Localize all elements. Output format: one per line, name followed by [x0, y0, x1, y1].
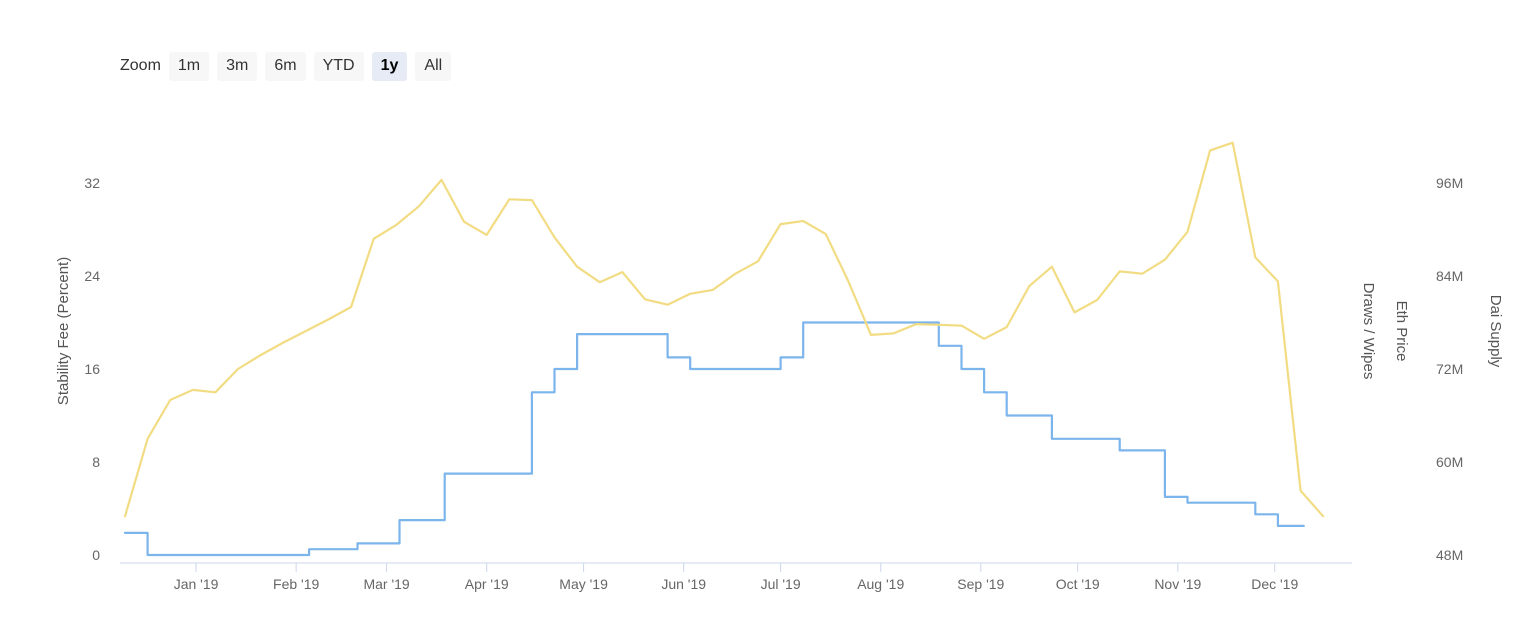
x-tick-label: Jan '19	[174, 576, 219, 592]
x-axis: Jan '19 Feb '19 Mar '19 Apr '19 May '19 Jun '…	[120, 562, 1352, 592]
y-left-tick-label: 24	[84, 268, 100, 284]
x-tick-label: Oct '19	[1056, 576, 1100, 592]
zoom-button-all[interactable]: All	[415, 51, 452, 81]
y-right-tick-label: 48M	[1436, 547, 1463, 563]
x-tick-label: Jul '19	[761, 576, 801, 592]
y-right-tick-label: 84M	[1436, 268, 1463, 284]
y-axis-right-title-draws-wipes: Draws / Wipes	[1360, 283, 1377, 380]
x-tick-label: Aug '19	[857, 576, 904, 592]
zoom-button-1m[interactable]: 1m	[168, 51, 210, 81]
plot-area	[123, 141, 1325, 557]
zoom-bar: Zoom 1m 3m 6m YTD 1y All	[120, 51, 452, 81]
zoom-button-6m[interactable]: 6m	[265, 51, 306, 81]
x-tick-label: Sep '19	[957, 576, 1004, 592]
y-right-tick-label: 72M	[1436, 361, 1463, 377]
x-tick-label: Nov '19	[1154, 576, 1201, 592]
y-left-tick-label: 8	[92, 454, 100, 470]
y-axis-left-title: Stability Fee (Percent)	[55, 257, 72, 405]
series-line-dai-supply	[123, 141, 1325, 518]
x-tick-label: Jun '19	[661, 576, 706, 592]
x-tick-label: Apr '19	[465, 576, 509, 592]
zoom-button-3m[interactable]: 3m	[217, 51, 258, 81]
y-axis-left: 0 8 16 24 32	[84, 175, 100, 563]
y-axis-right: 48M 60M 72M 84M 96M	[1436, 175, 1463, 563]
y-axis-right-title-dai-supply: Dai Supply	[1487, 295, 1504, 368]
x-tick-label: Dec '19	[1251, 576, 1298, 592]
zoom-button-ytd[interactable]: YTD	[313, 51, 364, 81]
x-tick-label: Feb '19	[273, 576, 319, 592]
x-tick-label: Mar '19	[363, 576, 409, 592]
y-left-tick-label: 32	[84, 175, 100, 191]
series-line-stability-fee	[123, 321, 1305, 557]
y-left-tick-label: 16	[84, 361, 100, 377]
y-axis-right-title-eth-price: Eth Price	[1393, 301, 1410, 362]
y-right-tick-label: 60M	[1436, 454, 1463, 470]
y-right-tick-label: 96M	[1436, 175, 1463, 191]
y-left-tick-label: 0	[92, 547, 100, 563]
zoom-button-1y[interactable]: 1y	[371, 51, 408, 81]
x-tick-label: May '19	[559, 576, 608, 592]
zoom-label: Zoom	[120, 57, 161, 74]
